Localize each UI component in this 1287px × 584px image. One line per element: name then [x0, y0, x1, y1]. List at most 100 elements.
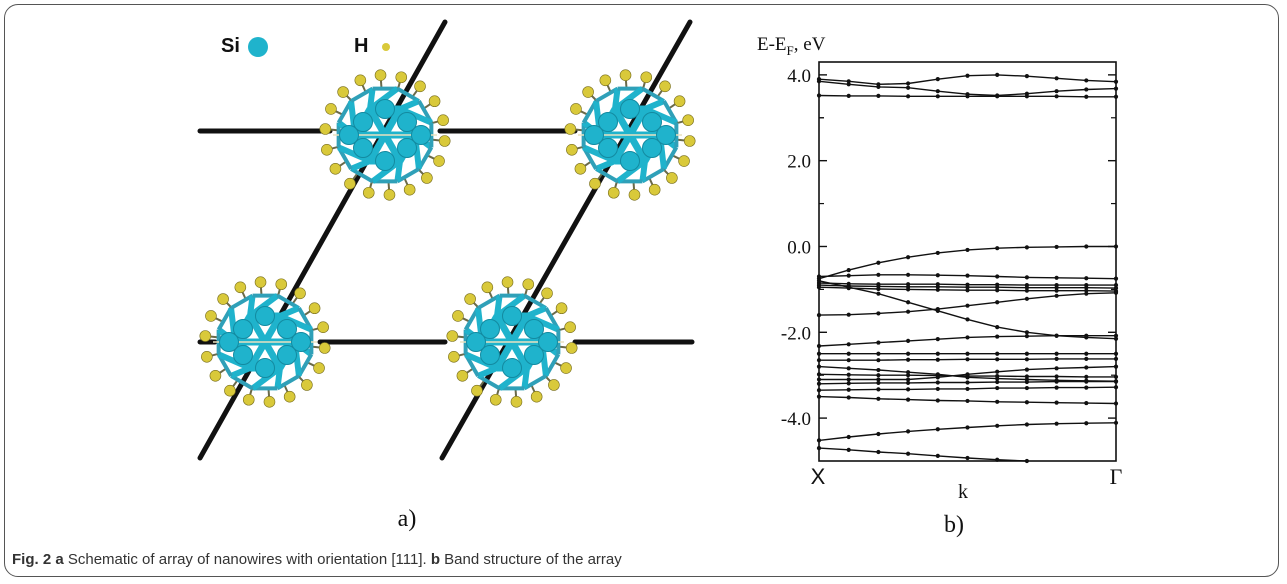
si-si-bond [366, 107, 389, 137]
band-point [876, 431, 881, 437]
band-point [1024, 296, 1029, 301]
legend-si-label: Si [221, 35, 240, 57]
band-point [1084, 333, 1089, 338]
h-atom [501, 276, 514, 288]
band-point [1113, 379, 1119, 384]
band-point [935, 427, 940, 432]
si-atom [255, 306, 275, 326]
band-point [1054, 293, 1059, 298]
band-point [876, 449, 881, 455]
x-tick-label-X: X [811, 464, 826, 489]
si-si-bond [368, 86, 400, 112]
band-point [1024, 74, 1029, 79]
band-point [1054, 89, 1059, 94]
h-atom [673, 95, 686, 108]
h-atom [640, 71, 653, 84]
band-point [846, 395, 851, 400]
si-si-bond [508, 340, 531, 370]
band-point [906, 338, 911, 343]
si-si-bond [595, 167, 619, 184]
h-atom [205, 310, 217, 322]
h-atom [313, 362, 325, 374]
band-point [1113, 276, 1119, 281]
band-point [1113, 79, 1119, 84]
h-atom [437, 114, 449, 127]
caption-b-label: b [430, 551, 440, 568]
band-point [906, 373, 911, 378]
band-point [1054, 351, 1059, 356]
band-point [965, 73, 970, 78]
band-point [876, 396, 881, 401]
band-point [935, 284, 940, 289]
si-atom [502, 358, 522, 378]
si-si-bond [248, 293, 280, 319]
caption-fig-label: Fig. 2 [12, 551, 52, 568]
h-atom [362, 186, 375, 199]
band-point [1084, 276, 1089, 281]
si-si-bond [278, 313, 313, 333]
band-point [965, 386, 970, 392]
band-point [1113, 420, 1119, 425]
band-point [876, 340, 881, 345]
si-si-bond [230, 293, 254, 310]
band-point [995, 246, 1000, 251]
band-point [816, 79, 822, 84]
band-line [818, 447, 1027, 462]
band-point [906, 81, 911, 86]
si-atom [397, 112, 417, 132]
band-point [846, 372, 851, 377]
band-point [935, 337, 940, 342]
band-point [965, 455, 970, 461]
si-si-bond [523, 293, 547, 310]
band-point [846, 351, 851, 356]
h-atom [283, 390, 296, 403]
band-point [906, 380, 911, 386]
band-point [935, 398, 940, 403]
panel-a-label: a) [398, 506, 417, 532]
band-point [965, 372, 970, 377]
si-atom [598, 112, 618, 132]
si-atom [233, 345, 253, 365]
h-atom [201, 350, 213, 363]
figure-caption: Fig. 2 a Schematic of array of nanowires… [12, 551, 622, 568]
band-point [846, 267, 851, 273]
si-atom [339, 125, 359, 145]
band-point [935, 273, 940, 278]
band-point [1054, 285, 1059, 290]
si-si-bond [611, 107, 634, 137]
band-point [1084, 94, 1089, 99]
band-point [995, 373, 1000, 379]
h-atom [325, 103, 337, 115]
si-si-bond [641, 86, 665, 103]
band-point [816, 438, 822, 443]
si-si-bond [396, 167, 420, 184]
h-atom [254, 276, 267, 288]
band-point [935, 380, 940, 385]
band-point [1113, 86, 1119, 91]
band-point [995, 385, 1000, 391]
band-point [816, 351, 822, 356]
y-tick-label: 0.0 [787, 237, 811, 258]
h-atom [456, 369, 469, 382]
band-point [816, 358, 822, 363]
h-atom [263, 396, 276, 408]
h-atom [541, 287, 553, 300]
si-si-bond [217, 351, 252, 371]
si-si-bond [508, 314, 531, 344]
si-atom [524, 345, 544, 365]
band-point [816, 381, 822, 386]
h-atom [678, 155, 690, 167]
h-atom [217, 293, 229, 305]
si-atom [480, 319, 500, 339]
h-atom [589, 177, 601, 190]
h-atom [438, 135, 451, 147]
band-point [1054, 385, 1059, 390]
band-point [1084, 356, 1089, 361]
band-point [876, 311, 881, 316]
band-point [965, 303, 970, 308]
si-atom [502, 306, 522, 326]
figure-frame [4, 4, 1279, 577]
y-tick-label: 2.0 [787, 152, 811, 173]
h-atom [337, 86, 349, 98]
band-point [906, 377, 911, 382]
